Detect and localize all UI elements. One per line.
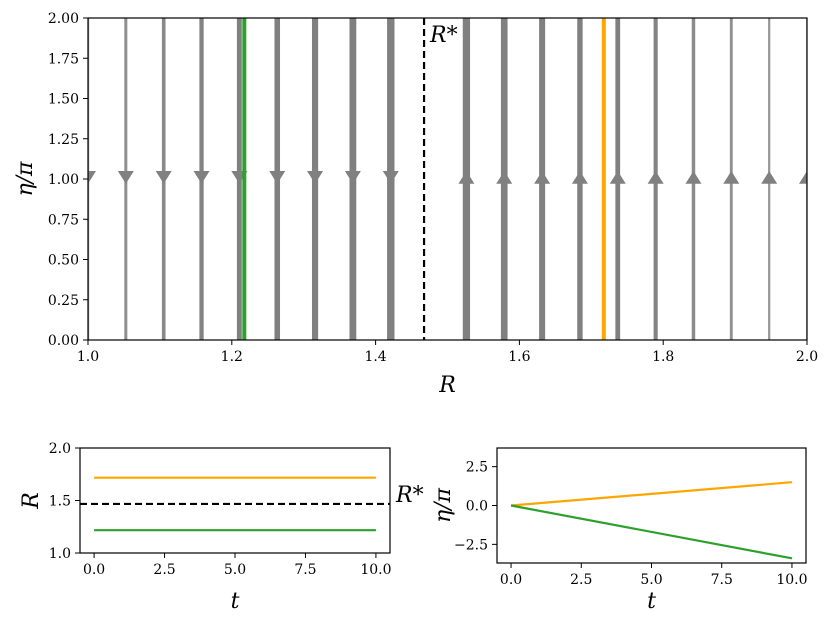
x-tick-label: 0.0 — [83, 562, 105, 578]
y-tick-label: 2.00 — [48, 11, 79, 27]
y-axis-label: R — [19, 492, 44, 510]
y-tick-label: −2.5 — [454, 537, 488, 553]
y-tick-label: 1.5 — [49, 494, 71, 510]
x-tick-label: 2.5 — [570, 572, 592, 588]
x-tick-label: 0.0 — [500, 572, 522, 588]
flow-arrow-7 — [307, 171, 324, 184]
x-axis-label: t — [231, 589, 240, 614]
plot-frame — [79, 447, 391, 554]
flow-arrow-2 — [117, 171, 134, 184]
flow-arrow-19 — [799, 171, 807, 184]
flow-arrow-9 — [382, 171, 399, 184]
y-tick-label: 1.0 — [49, 546, 71, 562]
y-tick-label: 0.00 — [48, 333, 79, 349]
x-tick-label: 1.2 — [221, 349, 243, 365]
y-tick-label: 1.25 — [48, 132, 79, 148]
flow-arrow-12 — [534, 171, 551, 184]
x-axis-label: t — [647, 589, 656, 614]
y-tick-label: 0.25 — [48, 293, 79, 309]
y-tick-label: 2.5 — [466, 460, 488, 476]
y-axis-label: η/π — [431, 487, 456, 523]
plot-frame — [496, 447, 807, 564]
x-tick-label: 2.0 — [796, 349, 818, 365]
plot-frame — [87, 17, 808, 341]
flow-arrow-15 — [647, 171, 664, 184]
x-tick-label: 10.0 — [360, 562, 391, 578]
eta-vs-t-panel: 0.0 2.5 5.0 7.5 10.0 −2.5 0.0 2.5 t η/π — [431, 447, 808, 614]
flow-arrow-14 — [609, 171, 626, 184]
flow-arrow-11 — [496, 171, 513, 184]
r-vs-t-panel: R* 0.0 2.5 5.0 7.5 10.0 1.0 1.5 2.0 t R — [19, 441, 424, 614]
x-tick-label: 1.8 — [652, 349, 674, 365]
y-tick-label: 1.50 — [48, 92, 79, 108]
x-tick-label: 2.5 — [153, 562, 175, 578]
series-line-1 — [510, 481, 793, 507]
y-tick-label: 0.50 — [48, 253, 79, 269]
y-tick-label: 1.00 — [48, 172, 79, 188]
x-axis-label: R — [438, 373, 456, 398]
flow-arrow-10 — [458, 171, 475, 184]
reference-line-label: R* — [395, 483, 424, 508]
flow-arrow-1 — [88, 171, 96, 184]
y-axis-label: η/π — [13, 161, 38, 197]
flow-arrow-8 — [344, 171, 361, 184]
flow-arrow-4 — [193, 171, 210, 184]
flow-arrow-16 — [685, 171, 702, 184]
critical-line-label: R* — [429, 23, 458, 48]
x-tick-label: 5.0 — [224, 562, 246, 578]
x-tick-label: 7.5 — [294, 562, 316, 578]
y-tick-label: 1.75 — [48, 51, 79, 67]
y-tick-label: 0.0 — [466, 499, 488, 515]
plot-area — [88, 18, 807, 340]
y-tick-label: 0.75 — [48, 212, 79, 228]
flow-arrow-17 — [723, 171, 740, 184]
x-tick-label: 7.5 — [711, 572, 733, 588]
x-tick-label: 1.6 — [508, 349, 530, 365]
phase-portrait-panel: R* 1.0 1.2 1.4 1.6 1.8 2.0 0.00 0.25 0.50 0.75 1.00… — [13, 11, 818, 398]
flow-arrow-13 — [571, 171, 588, 184]
x-tick-label: 5.0 — [640, 572, 662, 588]
x-tick-label: 1.0 — [77, 349, 99, 365]
series-line-2 — [510, 504, 793, 560]
x-tick-label: 10.0 — [776, 572, 807, 588]
x-tick-label: 1.4 — [364, 349, 386, 365]
flow-arrow-18 — [761, 171, 778, 184]
flow-arrow-6 — [269, 171, 286, 184]
y-tick-label: 2.0 — [49, 441, 71, 457]
flow-arrow-3 — [155, 171, 172, 184]
